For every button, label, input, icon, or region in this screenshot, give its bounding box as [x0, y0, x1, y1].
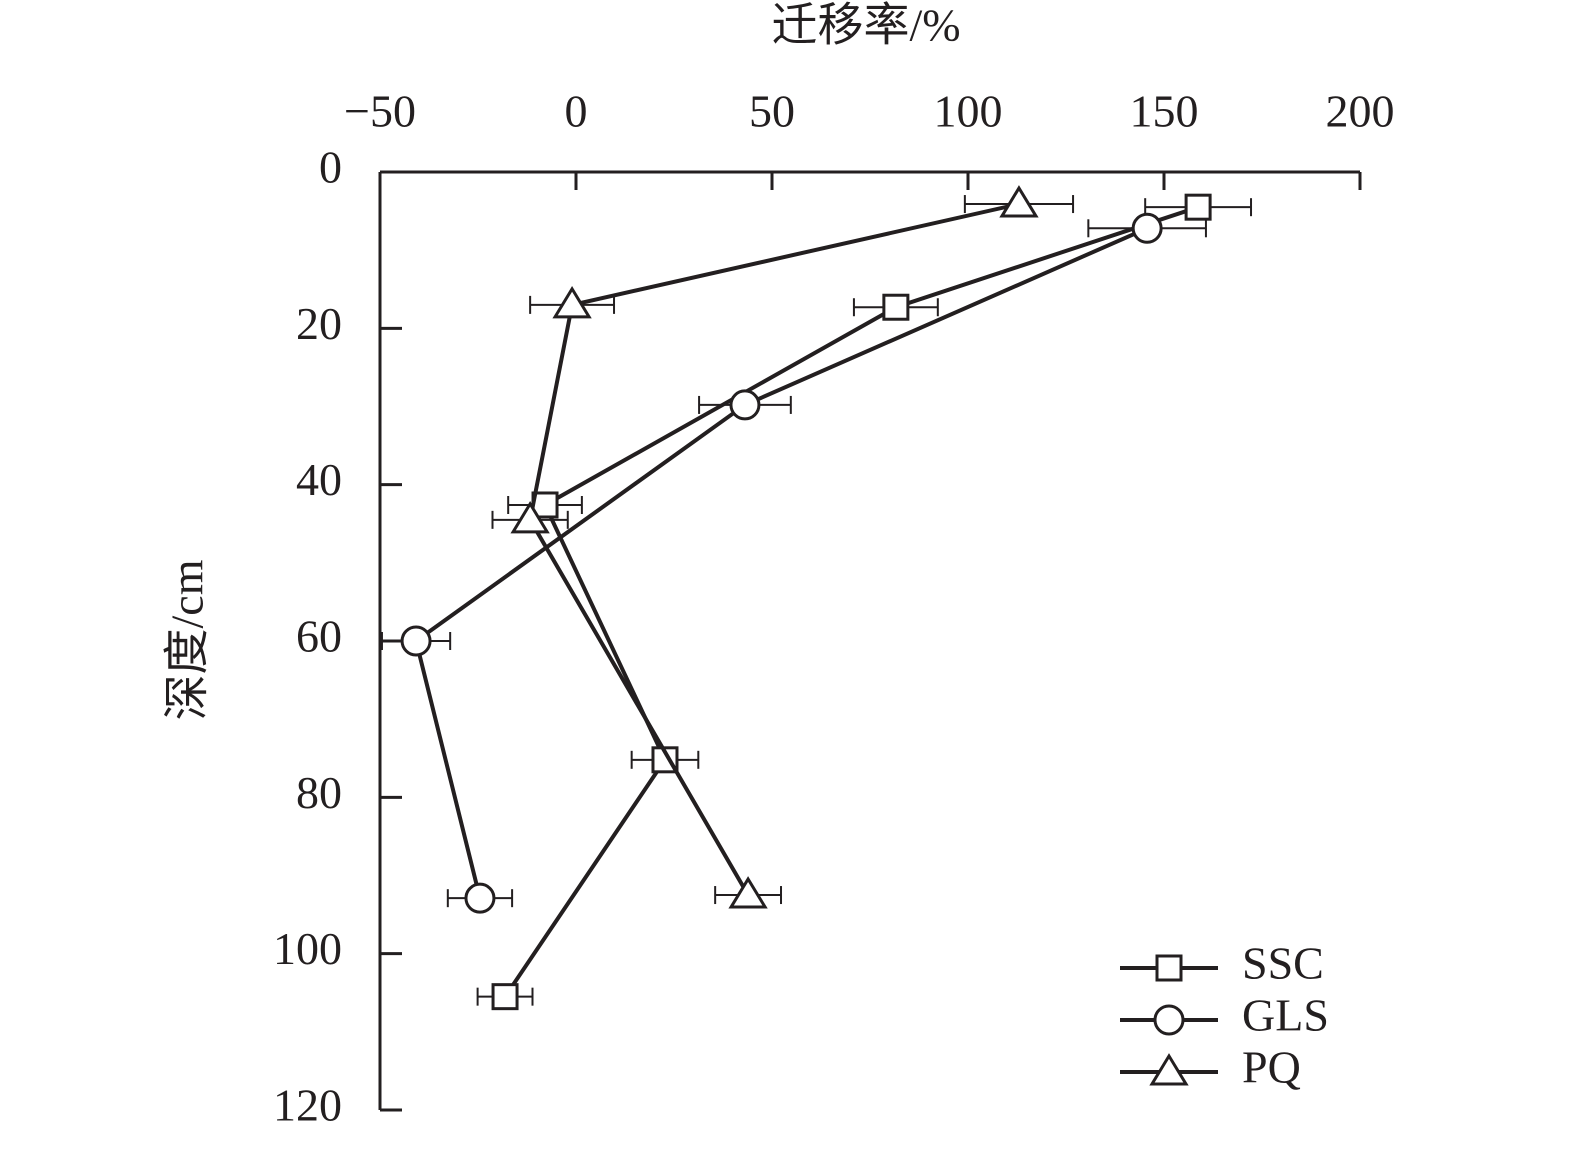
x-tick-label: −50 [344, 86, 416, 137]
y-tick-label: 120 [273, 1080, 342, 1131]
series-line [503, 205, 1199, 998]
series-line [528, 202, 1020, 897]
marker [728, 876, 768, 909]
marker [464, 882, 496, 914]
marker [999, 185, 1039, 218]
marker [729, 389, 761, 421]
y-tick-label: 20 [296, 298, 342, 349]
x-tick-label: 50 [749, 86, 795, 137]
y-tick-label: 80 [296, 767, 342, 818]
y-tick-label: 60 [296, 611, 342, 662]
y-axis-label: 深度/cm [162, 559, 213, 720]
marker [491, 983, 519, 1011]
y-tick-label: 100 [273, 923, 342, 974]
x-tick-label: 150 [1130, 86, 1199, 137]
marker [400, 625, 432, 657]
marker [510, 500, 550, 534]
marker [1184, 193, 1212, 221]
y-tick-label: 0 [319, 142, 342, 193]
marker [552, 285, 592, 319]
legend-label: GLS [1242, 990, 1329, 1041]
marker [1153, 1004, 1185, 1036]
x-tick-label: 0 [565, 86, 588, 137]
marker [1155, 954, 1183, 982]
series [476, 193, 1253, 1011]
y-tick-label: 40 [296, 454, 342, 505]
marker [1149, 1053, 1189, 1086]
chart-title: 迁移率/% [771, 0, 960, 51]
x-tick-label: 200 [1326, 86, 1395, 137]
marker [882, 293, 910, 321]
series-line [413, 226, 1148, 899]
legend-label: SSC [1242, 938, 1324, 989]
x-tick-label: 100 [934, 86, 1003, 137]
series [491, 185, 1075, 909]
marker [1131, 212, 1163, 244]
legend-label: PQ [1242, 1042, 1301, 1093]
series [380, 212, 1207, 914]
